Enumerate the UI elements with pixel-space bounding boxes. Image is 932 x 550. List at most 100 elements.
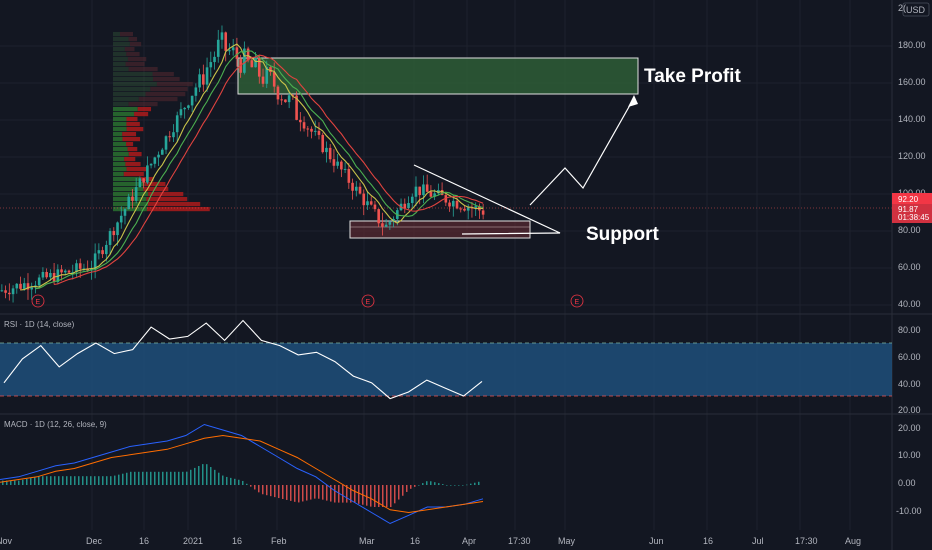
macd-histogram-bar (78, 476, 80, 485)
macd-histogram-bar (70, 476, 72, 485)
candle-body (19, 283, 22, 289)
time-label: 17:30 (508, 536, 531, 546)
macd-axis[interactable]: 20.00 10.00 0.00 -10.00 (896, 423, 922, 516)
rsi-tick: 40.00 (898, 379, 921, 389)
macd-histogram-bar (182, 471, 184, 485)
volume-profile-bar (113, 42, 130, 47)
macd-histogram-bar (18, 480, 20, 485)
volume-profile-bar (113, 32, 121, 37)
candle-body (172, 132, 175, 138)
macd-tick: 20.00 (898, 423, 921, 433)
macd-histogram-bar (170, 471, 172, 485)
volume-profile-bar (156, 82, 193, 87)
macd-histogram-bar (74, 476, 76, 485)
candle-body (340, 161, 343, 170)
macd-histogram-bar (94, 476, 96, 485)
candle-body (317, 130, 321, 135)
macd-histogram-bar (366, 485, 368, 506)
rsi-axis[interactable]: 80.00 60.00 40.00 20.00 (898, 325, 921, 415)
macd-histogram-bar (102, 476, 104, 485)
time-label: 16 (139, 536, 149, 546)
macd-histogram-bar (114, 475, 116, 485)
candle-body (4, 290, 7, 293)
take-profit-zone[interactable] (237, 57, 639, 95)
rsi-tick: 80.00 (898, 325, 921, 335)
candle-body (198, 74, 201, 88)
volume-profile-bar (126, 52, 140, 57)
moving-average-line (35, 50, 484, 290)
volume-profile-bar (134, 112, 149, 117)
macd-histogram-bar (118, 474, 120, 485)
candle-body (328, 147, 332, 160)
support-zone[interactable] (349, 220, 531, 239)
candle-body (407, 203, 410, 209)
volume-profile-bar (113, 167, 127, 172)
volume-profile-bar (113, 67, 129, 72)
macd-histogram-bar (250, 485, 252, 487)
rsi-tick: 20.00 (898, 405, 921, 415)
current-price-value: 91.87 (898, 205, 919, 214)
candle-body (11, 288, 15, 295)
candle-body (49, 272, 52, 278)
candle-body (164, 136, 168, 150)
macd-histogram-bar (46, 476, 48, 485)
time-label: Aug (845, 536, 861, 546)
macd-histogram-bar (322, 485, 324, 500)
volume-profile-bar (113, 112, 135, 117)
volume-profile-bar (124, 47, 135, 52)
macd-histogram-bar (290, 485, 292, 501)
macd-histogram-bar (334, 485, 336, 503)
moving-averages (20, 43, 484, 291)
macd-histogram-bar (190, 469, 192, 485)
volume-profile-bar (113, 142, 127, 147)
candle-body (369, 201, 373, 205)
volume-profile-bar (113, 152, 129, 157)
rsi-band (0, 343, 892, 396)
volume-profile-bar (126, 117, 138, 122)
currency-badge[interactable] (902, 2, 930, 17)
time-label: Mar (359, 536, 375, 546)
candle-body (116, 222, 119, 236)
candle-body (343, 168, 347, 170)
volume-profile-bar (128, 152, 142, 157)
macd-histogram-bar (54, 476, 56, 485)
macd-histogram-bar (194, 467, 196, 485)
volume-profile-bar (129, 42, 142, 47)
price-tick: 80.00 (898, 225, 921, 235)
rsi-line (3, 319, 483, 400)
earnings-marker[interactable]: E (570, 294, 584, 308)
time-axis[interactable]: Nov Dec 16 2021 16 Feb Mar 16 Apr 17:30 … (0, 536, 861, 546)
price-tick: 180.00 (898, 40, 926, 50)
macd-histogram-bar (98, 476, 100, 485)
macd-histogram-bar (126, 472, 128, 485)
macd-histogram-bar (42, 476, 44, 485)
wedge-pattern-lines[interactable] (413, 164, 561, 235)
macd-histogram-bar (202, 464, 204, 485)
volume-profile-bar (113, 62, 126, 67)
macd-histogram-bar (422, 483, 424, 485)
time-label: Jun (649, 536, 664, 546)
candle-body (60, 269, 63, 273)
candle-body (351, 182, 354, 191)
macd-histogram-bar (110, 476, 112, 485)
candle-body (384, 224, 388, 227)
volume-profile-bar (152, 72, 174, 77)
earnings-marker[interactable]: E (361, 294, 375, 308)
macd-histogram-bar (222, 475, 224, 485)
macd-histogram-bar (238, 479, 240, 485)
candle-body (425, 184, 429, 192)
earnings-marker[interactable]: E (31, 294, 45, 308)
volume-profile-bar (146, 197, 188, 202)
candle-body (381, 223, 384, 227)
volume-profile-bar (138, 97, 178, 102)
macd-histogram-bar (326, 485, 328, 501)
macd-tick: 0.00 (898, 478, 916, 488)
macd-histogram-bar (254, 485, 256, 490)
macd-histogram-bar (318, 485, 320, 499)
macd-histogram-bar (478, 481, 480, 485)
candle-body (377, 209, 380, 224)
candle-body (175, 115, 179, 133)
projection-arrow-line[interactable] (529, 97, 635, 206)
candle-body (134, 187, 138, 201)
